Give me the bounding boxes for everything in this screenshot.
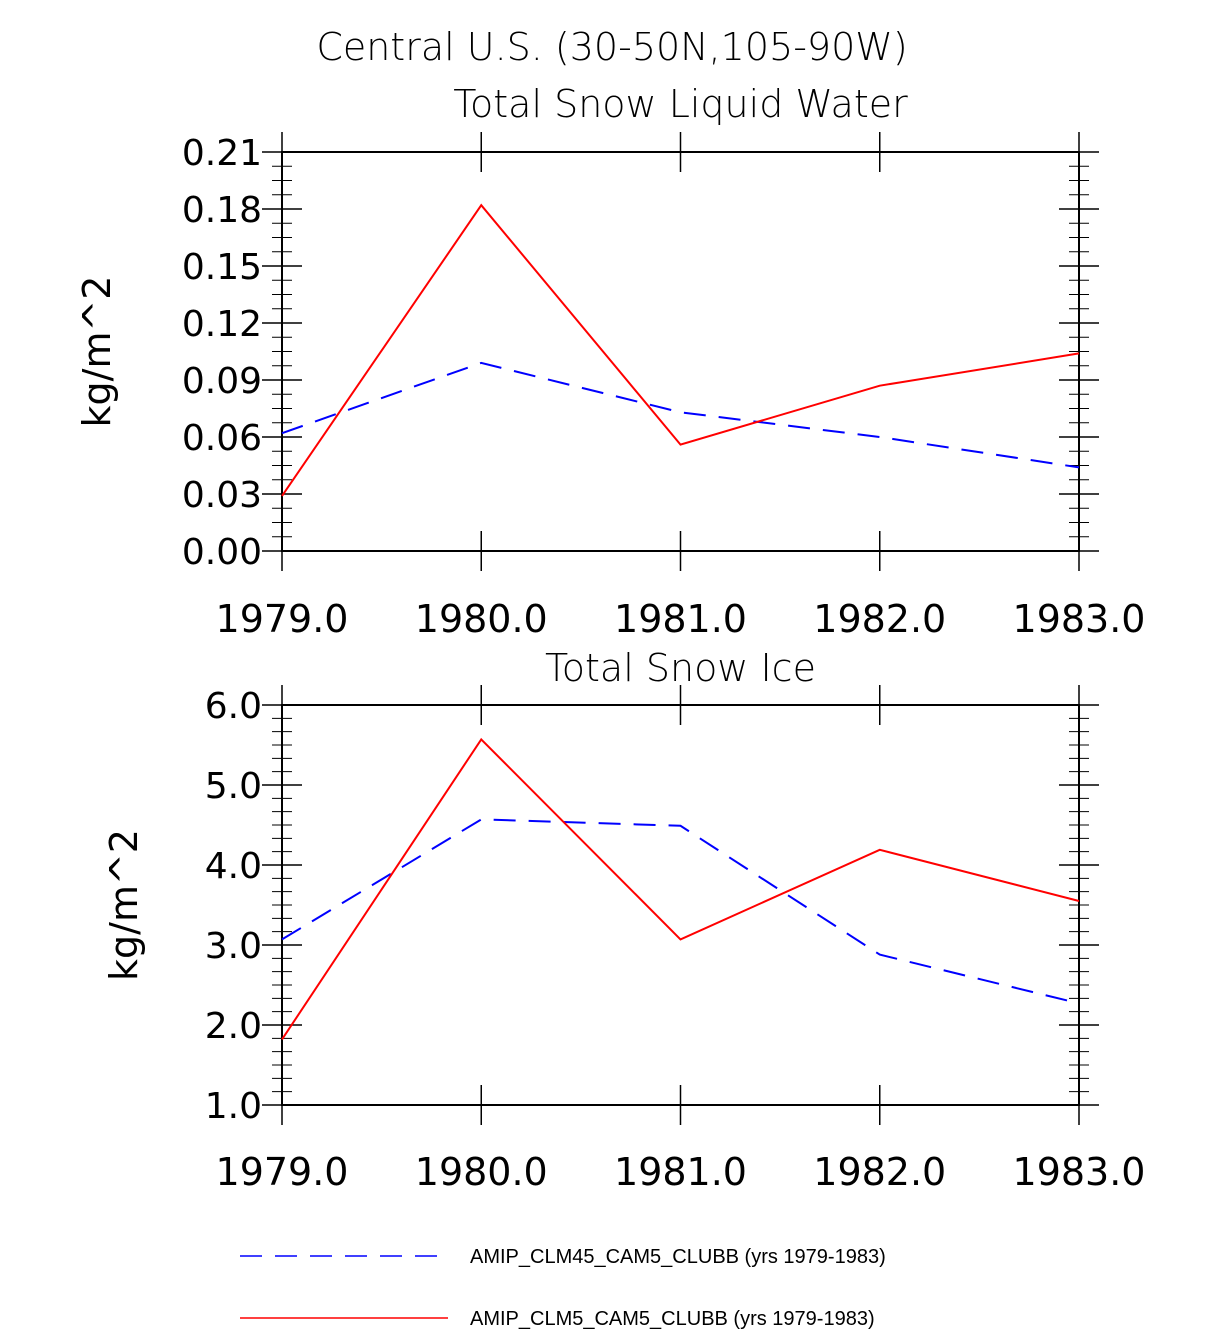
legend: AMIP_CLM45_CAM5_CLUBB (yrs 1979-1983) AM… bbox=[240, 1246, 886, 1330]
y-axis-label: kg/m^2 bbox=[102, 829, 146, 981]
y-tick-label: 0.00 bbox=[182, 532, 262, 573]
y-axis-label: kg/m^2 bbox=[75, 276, 119, 428]
y-tick-label: 2.0 bbox=[205, 1006, 262, 1047]
panel-title: Total Snow Liquid Water bbox=[453, 82, 908, 126]
series-line-1 bbox=[281, 737, 1080, 1040]
y-tick-label: 0.06 bbox=[182, 418, 262, 459]
y-tick-label: 6.0 bbox=[205, 686, 262, 727]
panel-title: Total Snow Ice bbox=[545, 646, 816, 690]
plot-frame bbox=[281, 704, 1080, 1106]
panel-snow-ice: Total Snow Ice 1.0 2.0 3.0 4.0 5.0 6.0 1979.0 19… bbox=[102, 646, 1145, 1194]
x-tick-label: 1979.0 bbox=[216, 597, 349, 641]
series-line-1 bbox=[281, 203, 1080, 497]
panel-liquid-water: Total Snow Liquid Water 0.00 0.03 0.06 0.09 0… bbox=[75, 82, 1145, 641]
x-tick-label: 1979.0 bbox=[216, 1150, 349, 1194]
y-tick-label: 4.0 bbox=[205, 846, 262, 887]
x-tick-label: 1982.0 bbox=[813, 597, 946, 641]
y-tick-label: 0.03 bbox=[182, 475, 262, 516]
y-tick-label: 3.0 bbox=[205, 926, 262, 967]
y-tick-label: 0.21 bbox=[182, 133, 262, 174]
y-tick-label: 0.15 bbox=[182, 247, 262, 288]
y-tick-label: 0.12 bbox=[182, 304, 262, 345]
plot-frame bbox=[281, 151, 1080, 552]
x-tick-label: 1981.0 bbox=[614, 1150, 747, 1194]
y-tick-label: 1.0 bbox=[205, 1086, 262, 1127]
x-tick-label: 1980.0 bbox=[415, 597, 548, 641]
figure-title: Central U.S. (30-50N,105-90W) bbox=[316, 25, 907, 69]
y-tick-label: 5.0 bbox=[205, 766, 262, 807]
series-line-0 bbox=[281, 818, 1080, 1005]
x-tick-label: 1983.0 bbox=[1013, 597, 1146, 641]
x-tick-label: 1982.0 bbox=[813, 1150, 946, 1194]
x-tick-label: 1981.0 bbox=[614, 597, 747, 641]
y-tick-label: 0.09 bbox=[182, 361, 262, 402]
legend-label-clm5: AMIP_CLM5_CAM5_CLUBB (yrs 1979-1983) bbox=[470, 1308, 875, 1330]
y-tick-label: 0.18 bbox=[182, 190, 262, 231]
x-tick-label: 1980.0 bbox=[415, 1150, 548, 1194]
series-line-0 bbox=[281, 361, 1080, 469]
legend-label-clm45: AMIP_CLM45_CAM5_CLUBB (yrs 1979-1983) bbox=[470, 1246, 886, 1268]
x-tick-label: 1983.0 bbox=[1013, 1150, 1146, 1194]
